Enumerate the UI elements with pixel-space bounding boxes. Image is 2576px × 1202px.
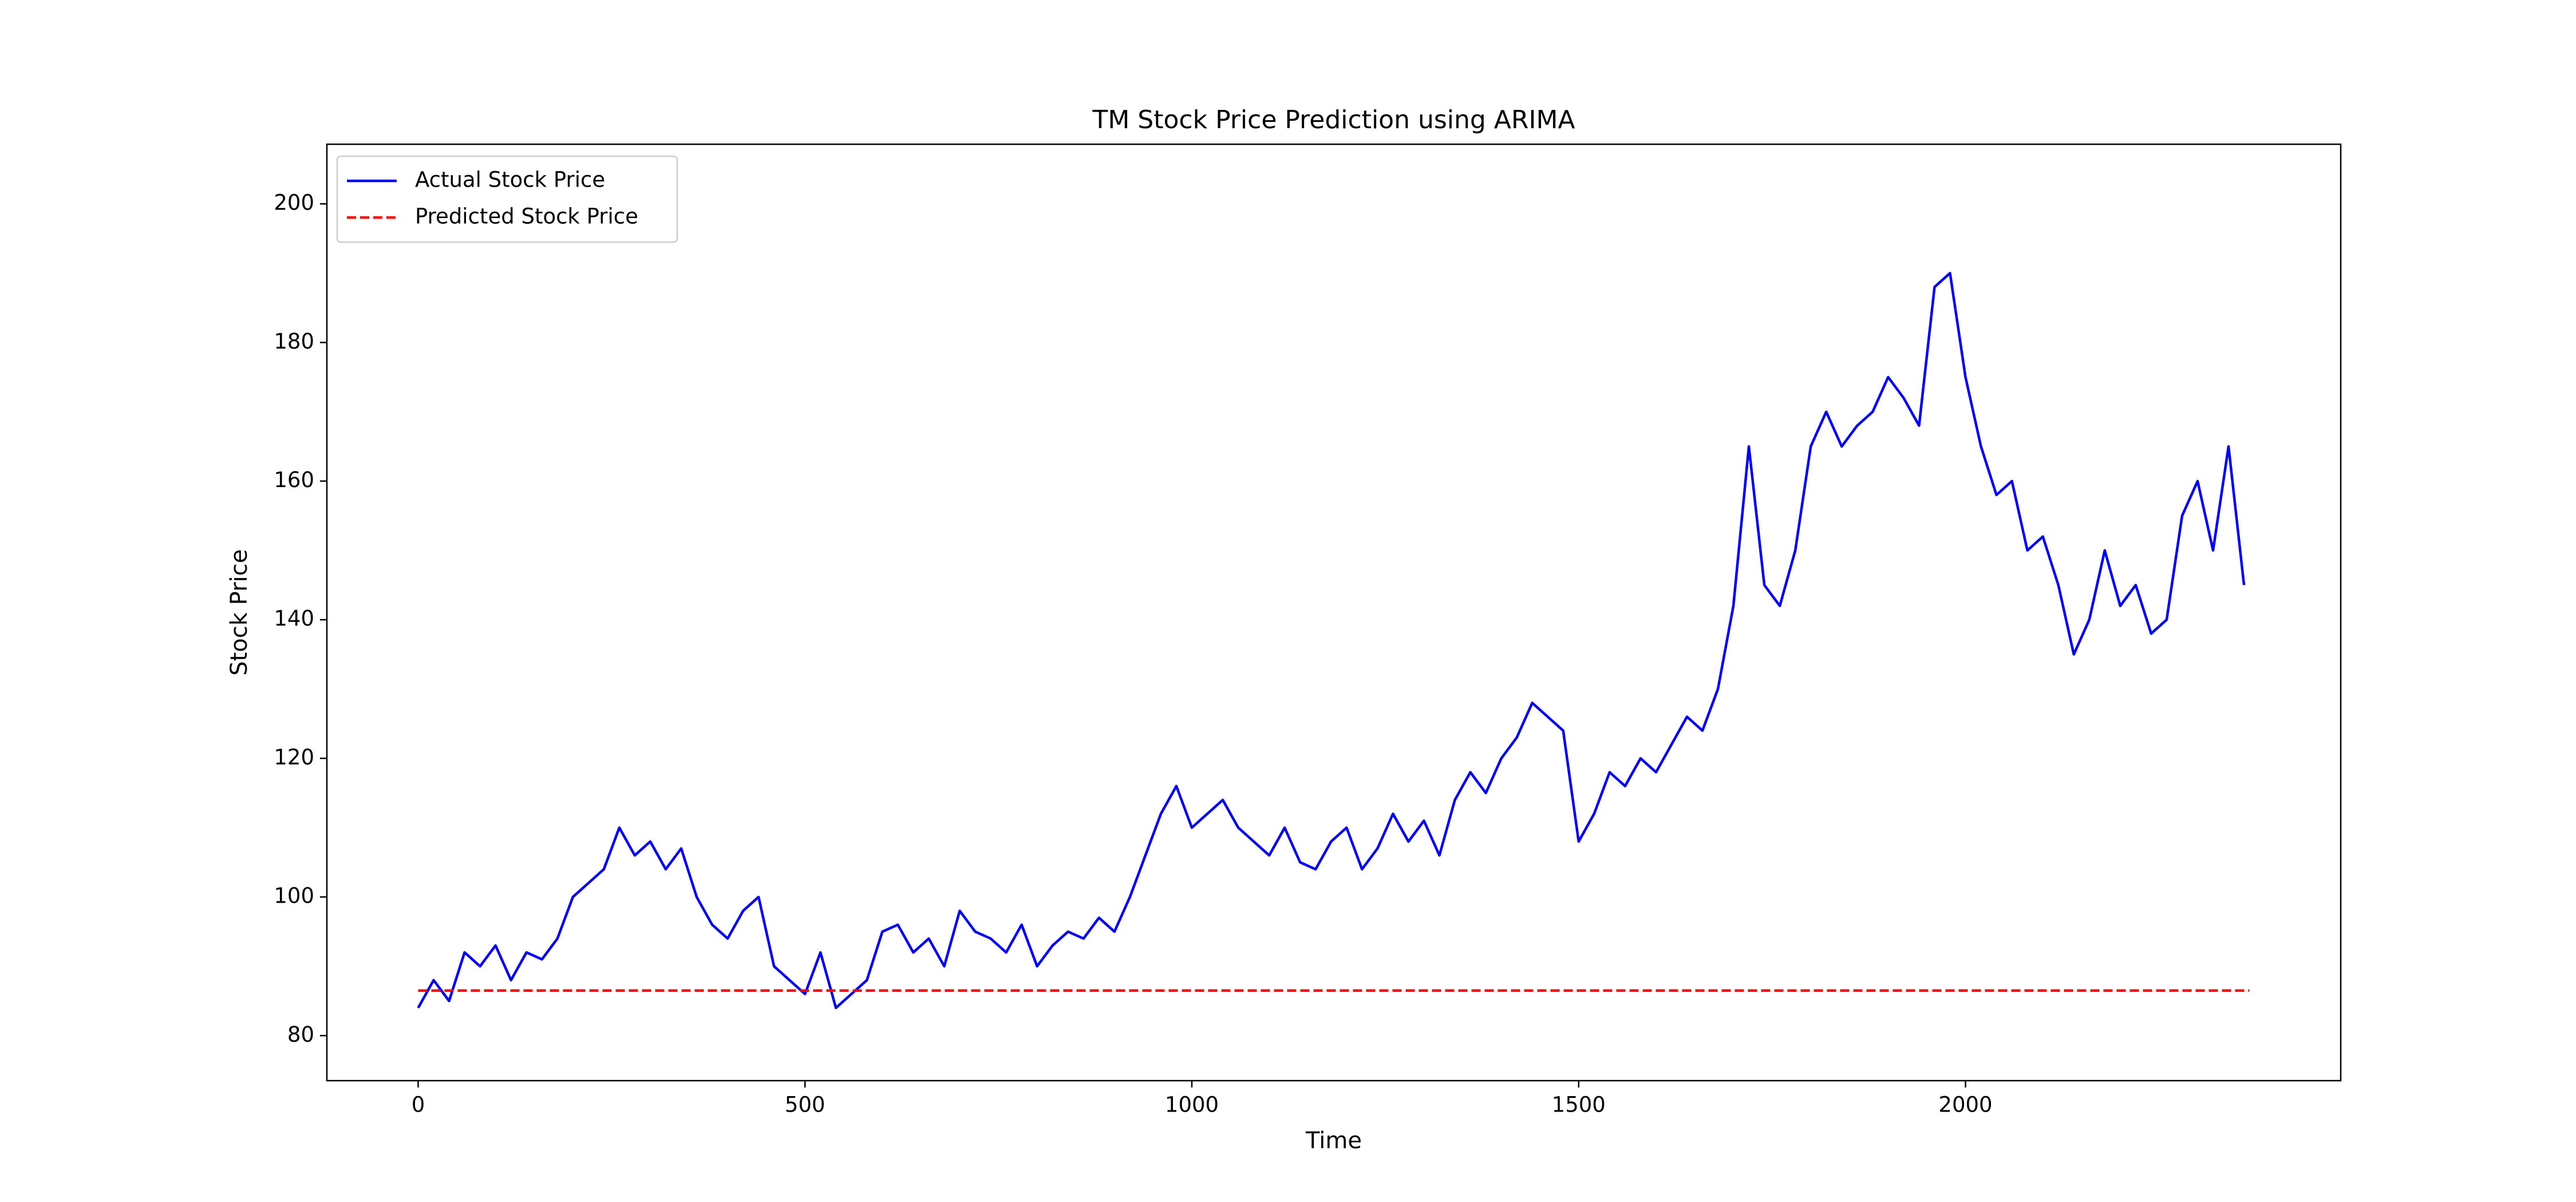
x-tick-label: 0 (412, 1093, 425, 1117)
x-axis-label: Time (1305, 1128, 1362, 1154)
legend-label: Predicted Stock Price (415, 204, 638, 229)
y-tick-label: 80 (287, 1022, 314, 1047)
legend: Actual Stock Price Predicted Stock Price (336, 155, 678, 243)
y-tick-label: 160 (274, 468, 314, 492)
legend-box (336, 155, 678, 243)
y-tick-label: 200 (274, 191, 314, 215)
x-tick-label: 1500 (1552, 1093, 1606, 1117)
plot-frame (326, 143, 2342, 1082)
y-tick-label: 100 (274, 884, 314, 908)
y-tick-label: 140 (274, 606, 314, 631)
chart-title: TM Stock Price Prediction using ARIMA (1092, 105, 1575, 135)
y-tick-label: 120 (274, 745, 314, 769)
x-tick-label: 2000 (1938, 1093, 1992, 1117)
data-line (417, 271, 2246, 1010)
legend-label: Actual Stock Price (415, 168, 605, 192)
y-tick-label: 180 (274, 329, 314, 354)
y-axis-label: Stock Price (226, 549, 252, 676)
x-tick-label: 1000 (1165, 1093, 1219, 1117)
x-tick-label: 500 (785, 1093, 825, 1117)
